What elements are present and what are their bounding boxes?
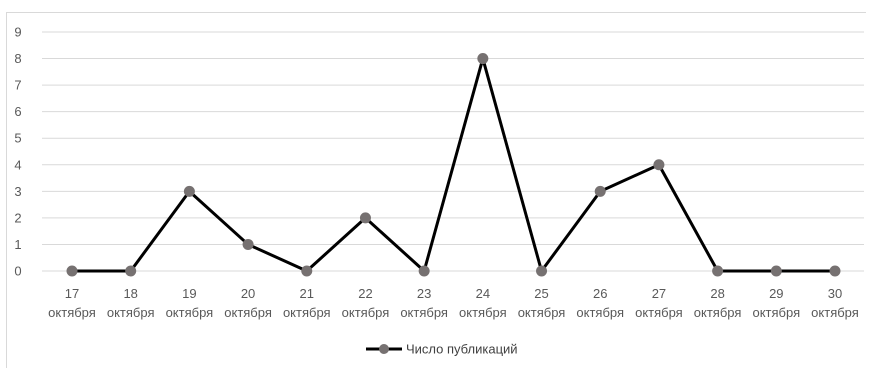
x-tick-label-day: 25 <box>534 286 548 301</box>
x-tick-label-day: 28 <box>710 286 724 301</box>
grid-lines <box>42 31 864 272</box>
x-tick-label-month: октября <box>107 305 155 320</box>
y-tick-label: 1 <box>14 237 21 252</box>
data-point <box>653 159 665 171</box>
x-tick-label-month: октября <box>635 305 683 320</box>
data-point <box>594 185 606 197</box>
x-tick-label-day: 18 <box>123 286 137 301</box>
x-tick-label-day: 29 <box>769 286 783 301</box>
data-point <box>536 265 548 277</box>
data-point <box>66 265 78 277</box>
x-tick-label-month: октября <box>459 305 507 320</box>
data-point <box>242 238 254 250</box>
y-tick-label: 3 <box>14 184 21 199</box>
legend-marker-swatch <box>379 344 389 354</box>
x-tick-label-day: 23 <box>417 286 431 301</box>
x-tick-label-day: 22 <box>358 286 372 301</box>
x-tick-label-month: октября <box>283 305 331 320</box>
data-point <box>183 185 195 197</box>
y-tick-label: 2 <box>14 210 21 225</box>
x-tick-label-day: 26 <box>593 286 607 301</box>
legend-label: Число публикаций <box>406 342 518 357</box>
series-layer <box>66 53 841 277</box>
data-point <box>712 265 724 277</box>
y-tick-label: 6 <box>14 104 21 119</box>
chart-frame <box>6 12 866 368</box>
x-tick-label-month: октября <box>811 305 859 320</box>
x-tick-label-day: 30 <box>828 286 842 301</box>
x-tick-label-month: октября <box>224 305 272 320</box>
data-point <box>770 265 782 277</box>
x-tick-label-month: октября <box>166 305 214 320</box>
y-tick-label: 9 <box>14 25 21 40</box>
x-tick-label-month: октября <box>342 305 390 320</box>
legend: Число публикаций <box>366 342 518 357</box>
data-point <box>301 265 313 277</box>
x-axis-ticks: 17 октября 18 октября 19 октября 20 октября 21 ок… <box>48 286 859 320</box>
x-tick-label-day: 19 <box>182 286 196 301</box>
y-tick-label: 8 <box>14 51 21 66</box>
x-tick-label-month: октября <box>400 305 448 320</box>
data-point <box>418 265 430 277</box>
x-tick-label-month: октября <box>752 305 800 320</box>
x-tick-label-month: октября <box>518 305 566 320</box>
y-axis-ticks: 0 1 2 3 4 5 6 7 8 9 <box>14 25 21 279</box>
data-point <box>125 265 137 277</box>
data-point <box>477 53 489 65</box>
x-tick-label-month: октября <box>694 305 742 320</box>
x-tick-label-day: 21 <box>300 286 314 301</box>
y-tick-label: 7 <box>14 78 21 93</box>
x-tick-label-day: 17 <box>65 286 79 301</box>
y-tick-label: 0 <box>14 264 21 279</box>
x-tick-label-day: 24 <box>476 286 490 301</box>
data-point <box>359 212 371 224</box>
y-tick-label: 4 <box>14 157 21 172</box>
data-point <box>829 265 841 277</box>
y-tick-label: 5 <box>14 131 21 146</box>
series-line <box>72 57 835 273</box>
x-tick-label-month: октября <box>48 305 96 320</box>
x-tick-label-month: октября <box>576 305 624 320</box>
x-tick-label-day: 20 <box>241 286 255 301</box>
x-tick-label-day: 27 <box>652 286 666 301</box>
